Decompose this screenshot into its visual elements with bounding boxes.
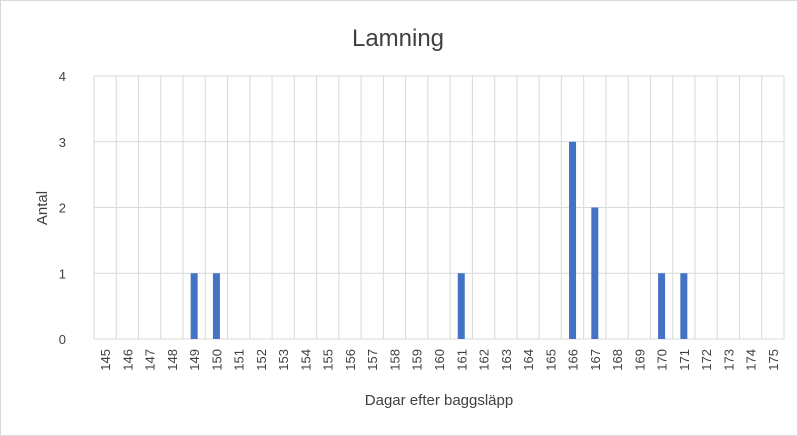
x-tick-label: 169 xyxy=(632,349,647,371)
y-tick-label: 3 xyxy=(59,135,66,150)
x-tick-label: 165 xyxy=(543,349,558,371)
x-tick-label: 157 xyxy=(365,349,380,371)
x-tick-label: 148 xyxy=(165,349,180,371)
y-tick-labels: 0 1 2 3 4 xyxy=(59,69,66,347)
x-tick-label: 159 xyxy=(410,349,425,371)
x-tick-label: 145 xyxy=(98,349,113,371)
x-tick-label: 172 xyxy=(699,349,714,371)
x-tick-label: 147 xyxy=(143,349,158,371)
chart-title: Lamning xyxy=(352,25,444,52)
x-tick-label: 171 xyxy=(677,349,692,371)
x-tick-label: 162 xyxy=(477,349,492,371)
x-tick-label: 164 xyxy=(521,349,536,371)
x-tick-label: 156 xyxy=(343,349,358,371)
bar-149 xyxy=(190,273,198,339)
bars xyxy=(190,141,688,339)
x-tick-label: 150 xyxy=(209,349,224,371)
x-tick-label: 160 xyxy=(432,349,447,371)
y-tick-label: 1 xyxy=(59,266,66,281)
x-tick-label: 168 xyxy=(610,349,625,371)
x-tick-label: 149 xyxy=(187,349,202,371)
x-tick-label: 163 xyxy=(499,349,514,371)
x-tick-label: 161 xyxy=(454,349,469,371)
x-tick-label: 166 xyxy=(566,349,581,371)
x-tick-label: 158 xyxy=(387,349,402,371)
gridlines xyxy=(93,75,785,340)
x-tick-label: 155 xyxy=(321,349,336,371)
bar-167 xyxy=(591,207,599,339)
x-tick-label: 151 xyxy=(232,349,247,371)
x-tick-label: 175 xyxy=(766,349,781,371)
bar-166 xyxy=(569,141,577,339)
x-tick-label: 146 xyxy=(120,349,135,371)
y-tick-label: 0 xyxy=(59,332,66,347)
y-axis-label: Antal xyxy=(34,191,51,225)
x-tick-label: 152 xyxy=(254,349,269,371)
y-tick-label: 4 xyxy=(59,69,66,84)
x-tick-label: 153 xyxy=(276,349,291,371)
bar-171 xyxy=(680,273,688,339)
x-tick-label: 174 xyxy=(744,349,759,371)
x-tick-label: 173 xyxy=(721,349,736,371)
x-axis-label: Dagar efter baggsläpp xyxy=(365,392,513,409)
bar-170 xyxy=(658,273,666,339)
bar-150 xyxy=(212,273,220,339)
x-tick-label: 167 xyxy=(588,349,603,371)
x-tick-labels: 145 146 147 148 149 150 151 152 153 154 155 156 157 1… xyxy=(98,349,781,371)
y-tick-label: 2 xyxy=(59,201,66,216)
bar-161 xyxy=(457,273,465,339)
x-tick-label: 154 xyxy=(298,349,313,371)
x-tick-label: 170 xyxy=(655,349,670,371)
